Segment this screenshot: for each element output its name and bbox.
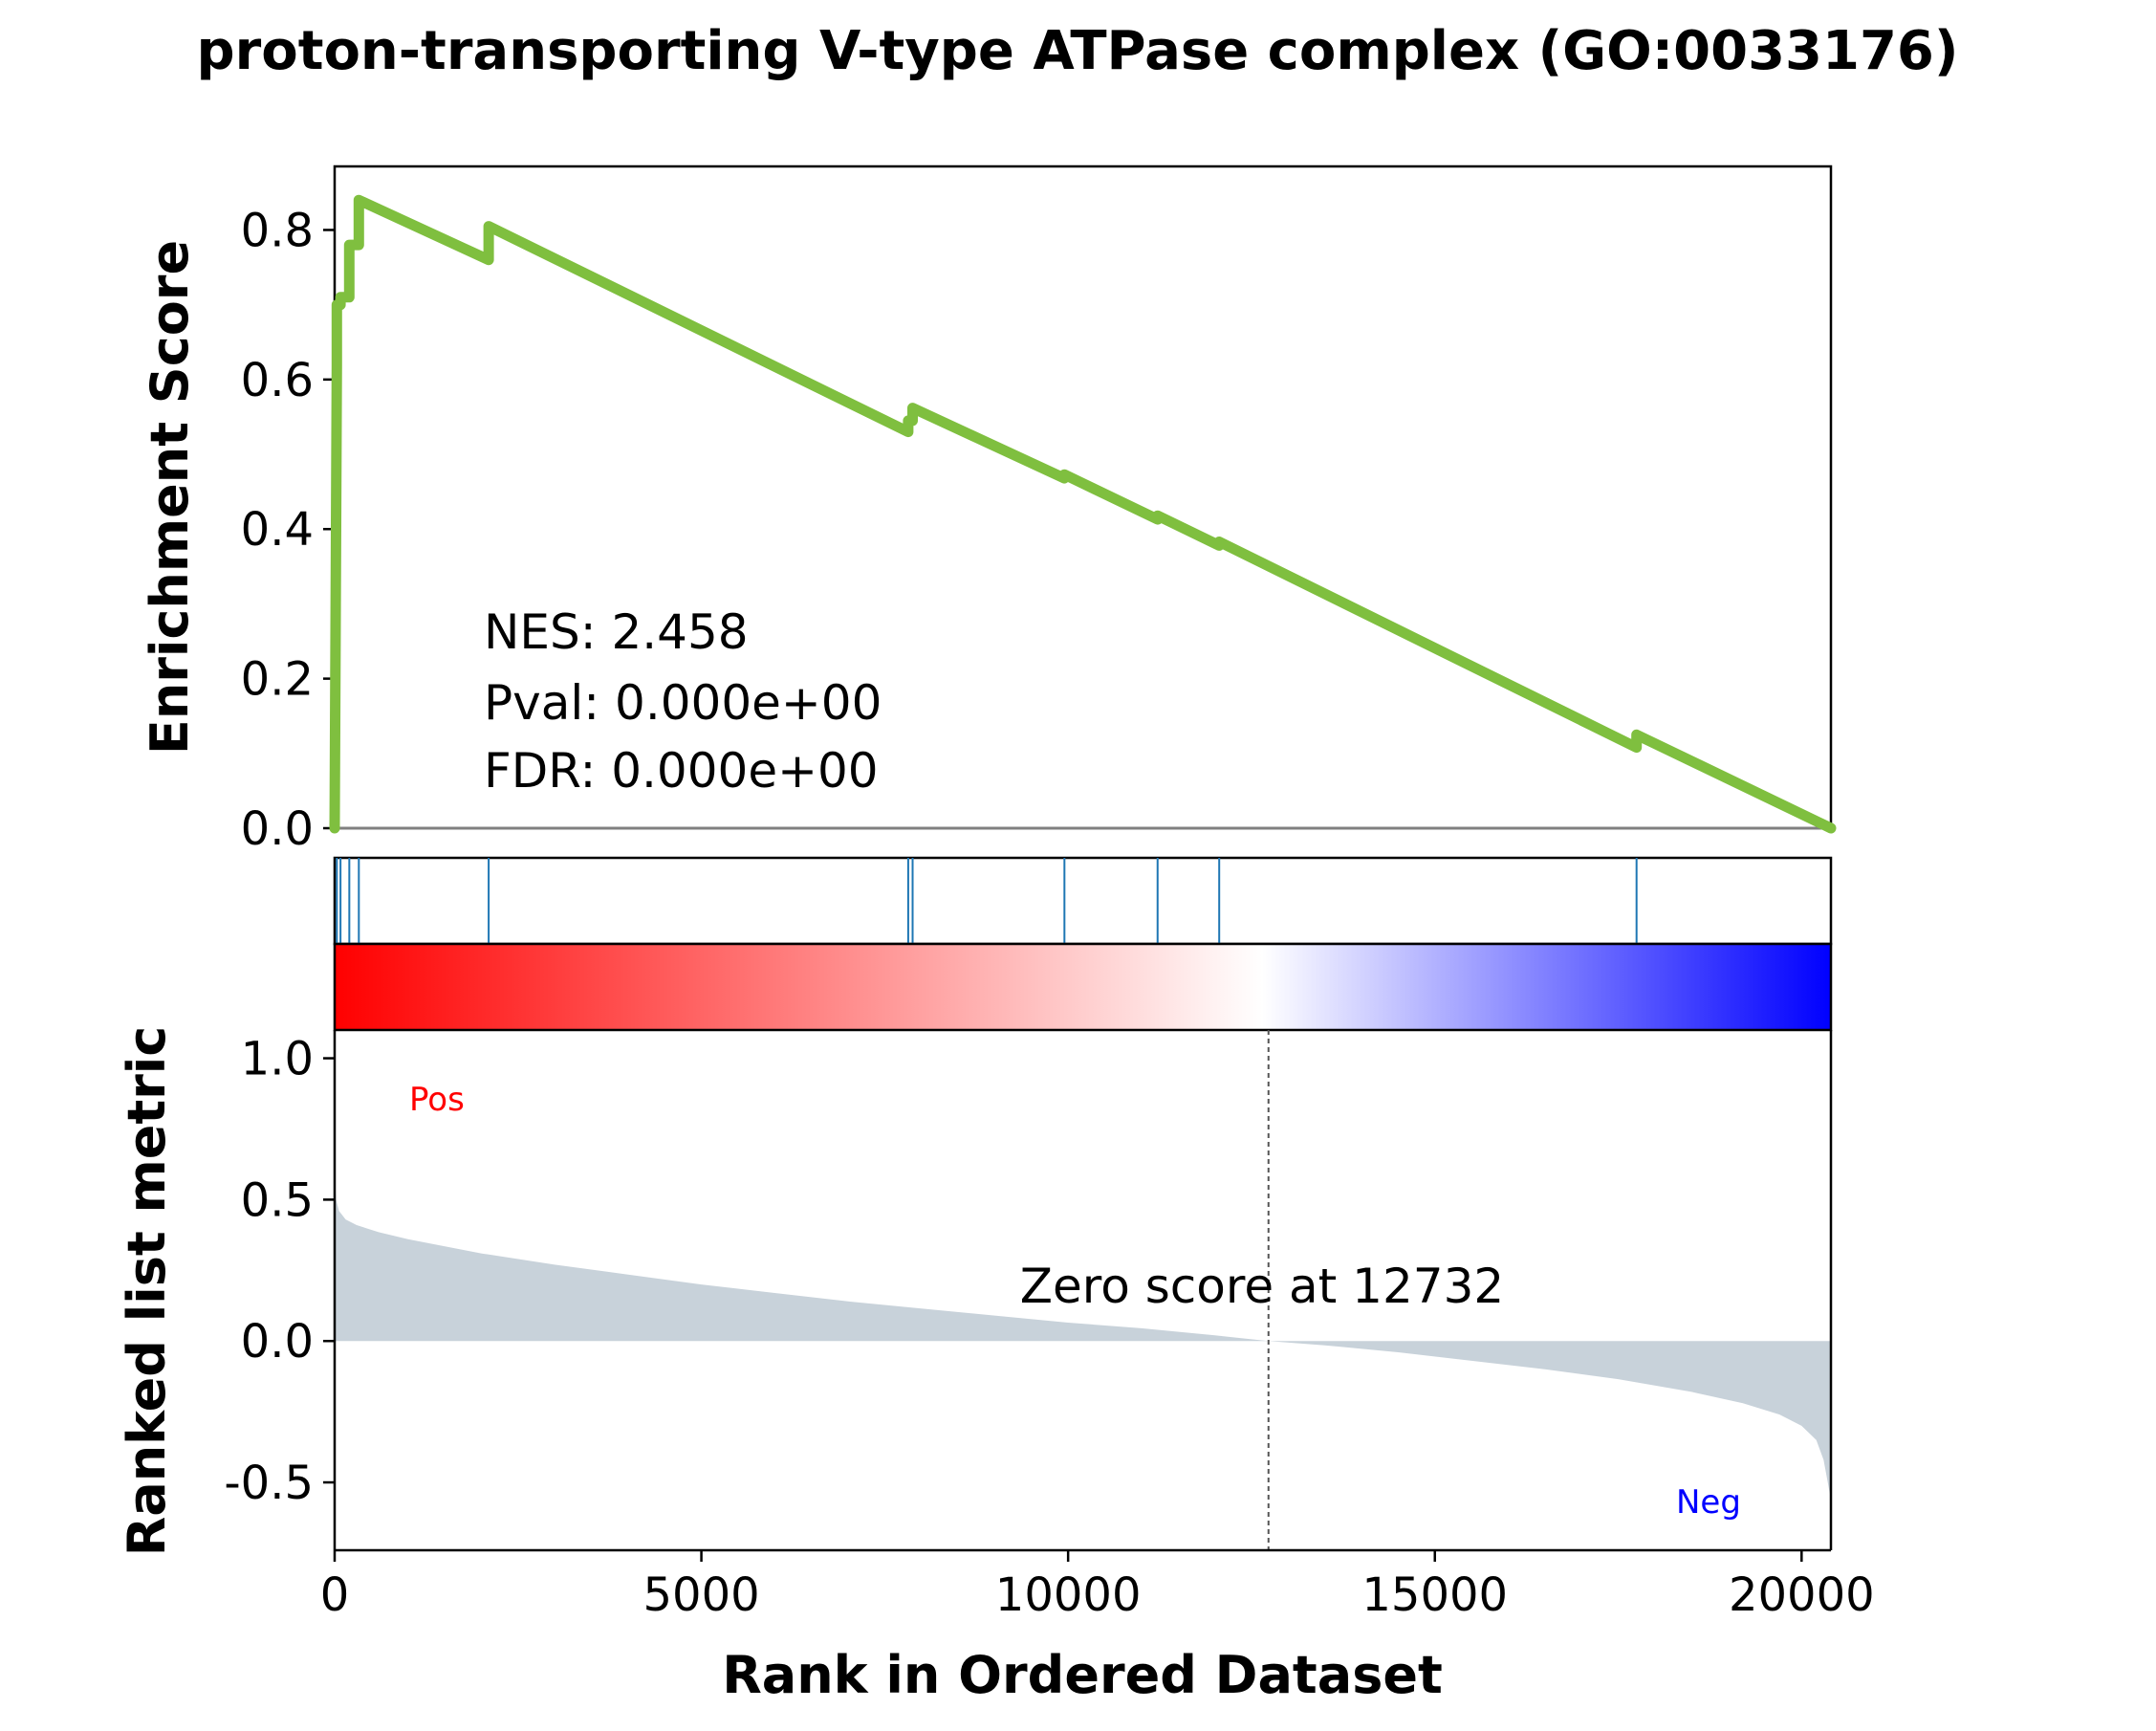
es-ytick-label: 0.8 xyxy=(241,204,314,257)
hits-frame xyxy=(333,856,1833,946)
metric-ytick-label: -0.5 xyxy=(224,1457,314,1510)
es-ytick-label: 0.2 xyxy=(241,653,314,707)
metric-ytick-label: 1.0 xyxy=(241,1033,314,1086)
es-ytick-label: 0.0 xyxy=(241,802,314,856)
metric-xtick-label: 20000 xyxy=(1729,1568,1875,1622)
neg-label: Neg xyxy=(1676,1483,1741,1522)
metric-ylabel: Ranked list metric xyxy=(117,1026,177,1557)
metric-xtick-label: 0 xyxy=(320,1568,350,1622)
ranked-metric-panel: -0.5 0.0 0.5 1.0 0 5000 10000 15000 20000 Zero … xyxy=(117,1026,1875,1705)
es-y-ticks: 0.0 0.2 0.4 0.6 0.8 xyxy=(241,204,335,856)
metric-ytick-label: 0.0 xyxy=(241,1315,314,1369)
zero-score-label: Zero score at 12732 xyxy=(1020,1259,1504,1314)
fdr-annotation: FDR: 0.000e+00 xyxy=(484,743,879,799)
rank-color-bar xyxy=(333,942,1833,1032)
nes-annotation: NES: 2.458 xyxy=(484,604,749,660)
ranked-metric-area xyxy=(335,1171,1831,1500)
gene-hits-panel xyxy=(333,856,1833,946)
pos-label: Pos xyxy=(409,1081,465,1119)
metric-ytick-label: 0.5 xyxy=(241,1173,314,1227)
metric-xtick-label: 10000 xyxy=(995,1568,1142,1622)
enrichment-score-line xyxy=(329,194,1837,834)
es-ylabel: Enrichment Score xyxy=(140,240,200,755)
metric-x-ticks: 0 5000 10000 15000 20000 xyxy=(320,1550,1875,1622)
enrichment-score-panel: 0.0 0.2 0.4 0.6 0.8 Enrichment Score NES: 2.… xyxy=(140,164,1837,856)
hit-lines xyxy=(336,858,1638,944)
metric-xtick-label: 15000 xyxy=(1361,1568,1508,1622)
es-ytick-label: 0.6 xyxy=(241,354,314,407)
pval-annotation: Pval: 0.000e+00 xyxy=(484,675,882,731)
chart-title: proton-transporting V-type ATPase comple… xyxy=(197,20,1959,82)
metric-xlabel: Rank in Ordered Dataset xyxy=(722,1645,1443,1705)
es-ytick-label: 0.4 xyxy=(241,503,314,557)
metric-xtick-label: 5000 xyxy=(643,1568,760,1622)
metric-y-ticks: -0.5 0.0 0.5 1.0 xyxy=(224,1033,335,1510)
